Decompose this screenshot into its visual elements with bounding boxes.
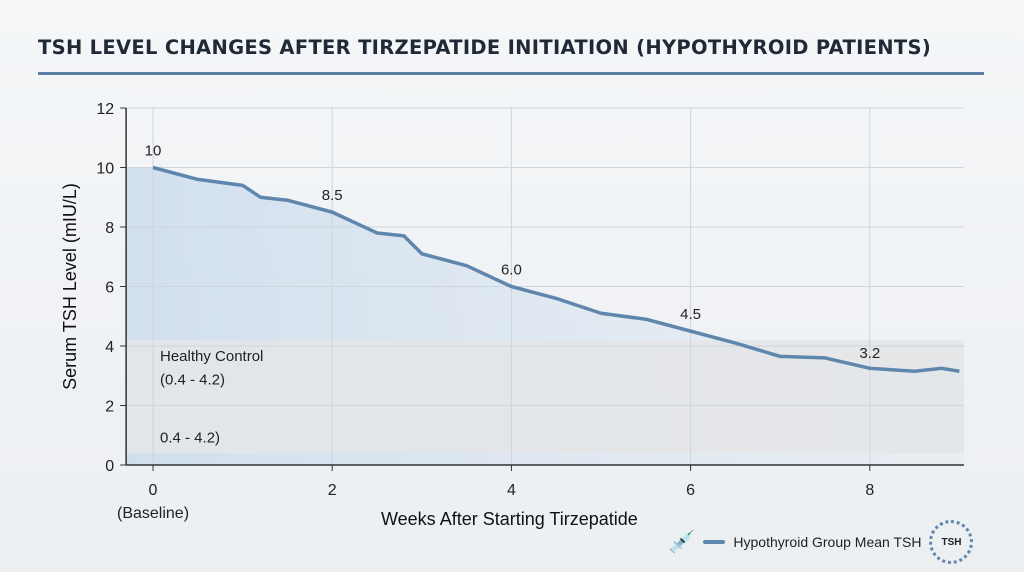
- x-axis-title: Weeks After Starting Tirzepatide: [381, 509, 638, 529]
- series-line: [152, 165, 960, 374]
- x-tick-label: 6: [686, 482, 695, 499]
- x-tick-label: 4: [507, 482, 516, 499]
- y-tick-label: 4: [105, 339, 114, 356]
- data-label: 8.5: [322, 187, 343, 204]
- y-tick-label: 10: [96, 161, 114, 178]
- chart-title: TSH LEVEL CHANGES AFTER TIRZEPATIDE INIT…: [38, 36, 932, 59]
- legend-swatch: [703, 540, 726, 544]
- y-tick-label: 12: [96, 101, 114, 118]
- syringe-icon: 💉: [668, 529, 696, 554]
- data-label: 4.5: [680, 306, 701, 323]
- band-range-repeat: 0.4 - 4.2): [160, 430, 220, 447]
- x-tick-label: 2: [328, 482, 337, 499]
- y-axis-title: Serum TSH Level (mIU/L): [60, 183, 80, 390]
- x-tick-sublabel: (Baseline): [117, 505, 189, 522]
- band-label: Healthy Control: [160, 348, 263, 365]
- x-tick-label: 8: [865, 482, 874, 499]
- data-label: 3.2: [859, 345, 880, 362]
- y-tick-label: 0: [105, 458, 114, 475]
- tsh-molecule-icon: TSH: [929, 520, 974, 564]
- legend: 💉 Hypothyroid Group Mean TSH TSH: [668, 520, 974, 564]
- y-tick-label: 8: [105, 220, 114, 237]
- y-tick-label: 2: [105, 399, 114, 416]
- data-label: 10: [145, 143, 162, 160]
- title-underline: [38, 72, 984, 75]
- legend-label: Hypothyroid Group Mean TSH: [733, 534, 922, 550]
- band-range: (0.4 - 4.2): [160, 372, 225, 389]
- y-tick-label: 6: [105, 280, 114, 297]
- data-label: 6.0: [501, 262, 522, 279]
- x-tick-label: 0: [149, 482, 158, 499]
